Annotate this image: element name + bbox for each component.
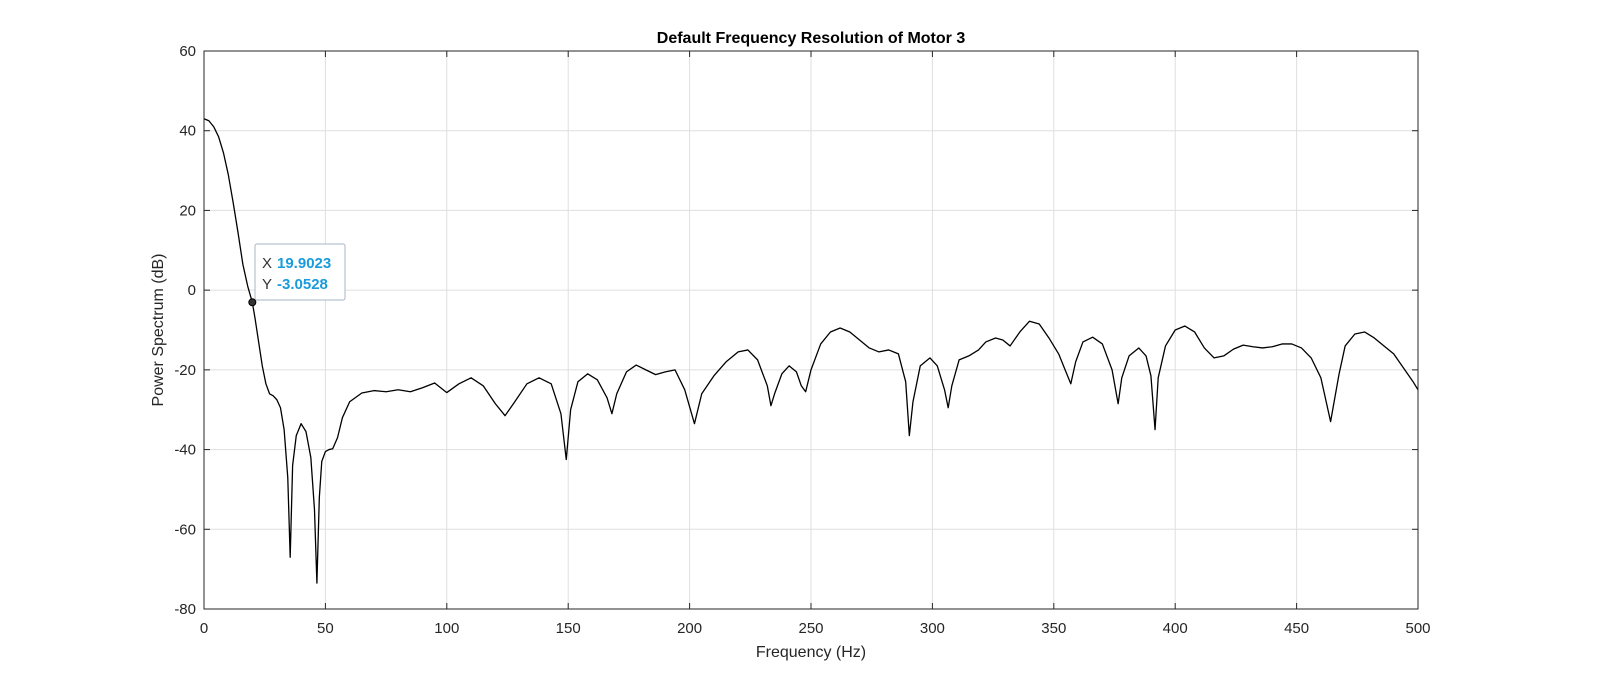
chart-title: Default Frequency Resolution of Motor 3 — [657, 30, 966, 47]
x-axis-label: Frequency (Hz) — [756, 644, 866, 661]
y-tick-label: 0 — [188, 282, 196, 299]
x-tick-label: 500 — [1405, 620, 1430, 637]
axis-ticks: 0 50 100 150 200 250 300 350 400 450 500-80-60-40-… — [174, 43, 1430, 637]
y-axis-label: Power Spectrum (dB) — [150, 254, 167, 407]
data-tip[interactable]: X 19.9023 Y -3.0528 — [248, 243, 346, 307]
data-tip-x-value: 19.9023 — [277, 255, 331, 272]
y-tick-label: -60 — [174, 521, 196, 538]
series-line — [203, 118, 1419, 584]
x-tick-label: 400 — [1163, 620, 1188, 637]
data-tip-marker[interactable] — [248, 298, 257, 307]
x-tick-label: 350 — [1041, 620, 1066, 637]
x-tick-label: 250 — [798, 620, 823, 637]
x-tick-label: 0 — [200, 620, 208, 637]
x-tick-label: 150 — [556, 620, 581, 637]
x-tick-label: 100 — [434, 620, 459, 637]
y-tick-label: 40 — [179, 123, 196, 140]
y-tick-label: -20 — [174, 362, 196, 379]
data-tip-x-label: X — [262, 255, 272, 272]
y-tick-label: 60 — [179, 43, 196, 60]
data-tip-y-value: -3.0528 — [277, 276, 328, 293]
data-tip-box — [254, 243, 346, 301]
x-tick-label: 50 — [317, 620, 334, 637]
x-tick-label: 450 — [1284, 620, 1309, 637]
plot-area — [203, 118, 1419, 584]
x-tick-label: 200 — [677, 620, 702, 637]
y-tick-label: -80 — [174, 601, 196, 618]
y-tick-label: 20 — [179, 202, 196, 219]
y-tick-label: -40 — [174, 442, 196, 459]
data-tip-y-label: Y — [262, 276, 272, 293]
x-tick-label: 300 — [920, 620, 945, 637]
grid — [204, 51, 1418, 609]
